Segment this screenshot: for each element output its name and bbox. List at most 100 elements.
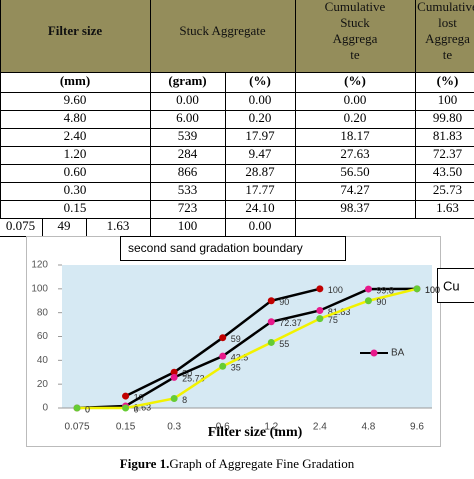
data-label: 0 — [85, 404, 90, 414]
table-text: 99.80 — [433, 110, 462, 125]
data-label: 55 — [279, 339, 289, 349]
data-point — [365, 297, 372, 304]
table-text: 72.37 — [433, 146, 463, 161]
table-text: 4.80 — [64, 110, 87, 125]
unit-text: (%) — [437, 73, 459, 88]
header-text: Stuck — [340, 15, 370, 30]
x-tick-label: 0.3 — [167, 422, 181, 433]
table-text: 25.73 — [433, 182, 462, 197]
table-text: 723 — [178, 200, 198, 215]
header-text: Aggrega — [425, 31, 470, 46]
data-label: 100 — [425, 285, 440, 295]
header-text: Cumulative — [325, 0, 386, 14]
data-label: 90 — [376, 297, 386, 307]
table-text: 1.20 — [64, 146, 87, 161]
data-label: 35 — [231, 363, 241, 373]
legend-label: BA — [391, 348, 405, 359]
table-text: 539 — [178, 128, 198, 143]
table-text: 0.00 — [249, 218, 272, 233]
table-text: 0.30 — [64, 182, 87, 197]
data-point — [316, 285, 323, 292]
y-tick-label: 0 — [42, 403, 48, 414]
header-text: lost — [438, 15, 457, 30]
x-tick-label: 0.15 — [116, 422, 136, 433]
table-text: 9.47 — [249, 146, 272, 161]
data-label: 25.73 — [182, 374, 205, 384]
table-text: 284 — [178, 146, 198, 161]
table-text: 24.10 — [245, 200, 274, 215]
data-point — [122, 393, 129, 400]
y-tick-label: 40 — [37, 355, 49, 366]
data-point — [171, 374, 178, 381]
header-text: Aggrega — [333, 31, 378, 46]
unit-text: (gram) — [168, 73, 206, 88]
data-point — [316, 307, 323, 314]
table-text: 28.87 — [245, 164, 275, 179]
data-label: 100 — [328, 285, 343, 295]
data-point — [365, 286, 372, 293]
table-text: 56.50 — [340, 164, 369, 179]
table-text: 0.20 — [249, 110, 272, 125]
table-text: 1.63 — [436, 200, 459, 215]
data-label: 75 — [328, 315, 338, 325]
table-text: 17.77 — [245, 182, 275, 197]
table-text: 0.075 — [6, 218, 35, 233]
header-text: Filter size — [48, 23, 102, 38]
data-point — [268, 339, 275, 346]
table-text: 18.17 — [340, 128, 370, 143]
table-text: 2.40 — [64, 128, 87, 143]
data-label: 72.37 — [279, 318, 302, 328]
y-tick-label: 60 — [37, 331, 49, 342]
table-text: 27.63 — [340, 146, 369, 161]
header-text: te — [443, 47, 453, 62]
side-text: Cu — [443, 278, 460, 293]
y-tick-label: 80 — [37, 307, 49, 318]
y-tick-label: 20 — [37, 379, 49, 390]
legend-marker — [371, 350, 378, 357]
unit-text: (%) — [344, 73, 366, 88]
x-tick-label: 2.4 — [313, 422, 327, 433]
table-text: 17.97 — [245, 128, 275, 143]
table-text: 0.00 — [344, 92, 367, 107]
table-text: 43.50 — [433, 164, 462, 179]
y-tick-label: 120 — [31, 260, 48, 271]
table-text: 0.00 — [176, 92, 199, 107]
x-axis-title: Filter size (mm) — [208, 425, 303, 440]
table-text: 0.20 — [344, 110, 367, 125]
table-text: 98.37 — [340, 200, 370, 215]
data-point — [219, 353, 226, 360]
x-tick-label: 9.6 — [410, 422, 424, 433]
unit-text: (%) — [249, 73, 271, 88]
data-label: 90 — [279, 297, 289, 307]
table-text: 9.60 — [64, 92, 87, 107]
table-text: 0.60 — [64, 164, 87, 179]
data-point — [122, 405, 129, 412]
data-label: 59 — [231, 334, 241, 344]
data-label: 0 — [134, 404, 139, 414]
data-label: 8 — [182, 395, 187, 405]
table-text: 100 — [438, 92, 458, 107]
table-text: 0.00 — [249, 92, 272, 107]
header-text: te — [350, 47, 360, 62]
caption-label: Figure 1. — [120, 456, 170, 471]
data-point — [219, 363, 226, 370]
data-point — [414, 285, 421, 292]
table-text: 0.15 — [64, 200, 87, 215]
header-text: Stuck Aggregate — [179, 23, 266, 38]
table-text: 100 — [178, 218, 198, 233]
data-point — [219, 334, 226, 341]
data-point — [268, 297, 275, 304]
table-text: 533 — [178, 182, 198, 197]
table-text: 81.83 — [433, 128, 462, 143]
unit-text: (mm) — [60, 73, 90, 88]
table-text: 74.27 — [340, 182, 370, 197]
table-text: 1.63 — [107, 218, 130, 233]
data-point — [171, 395, 178, 402]
chart-title: second sand gradation boundary — [128, 241, 303, 255]
table-text: 49 — [58, 218, 71, 233]
caption: Figure 1.Graph of Aggregate Fine Gradati… — [120, 456, 355, 471]
x-tick-label: 0.075 — [64, 422, 89, 433]
caption-text: Graph of Aggregate Fine Gradation — [169, 456, 354, 471]
